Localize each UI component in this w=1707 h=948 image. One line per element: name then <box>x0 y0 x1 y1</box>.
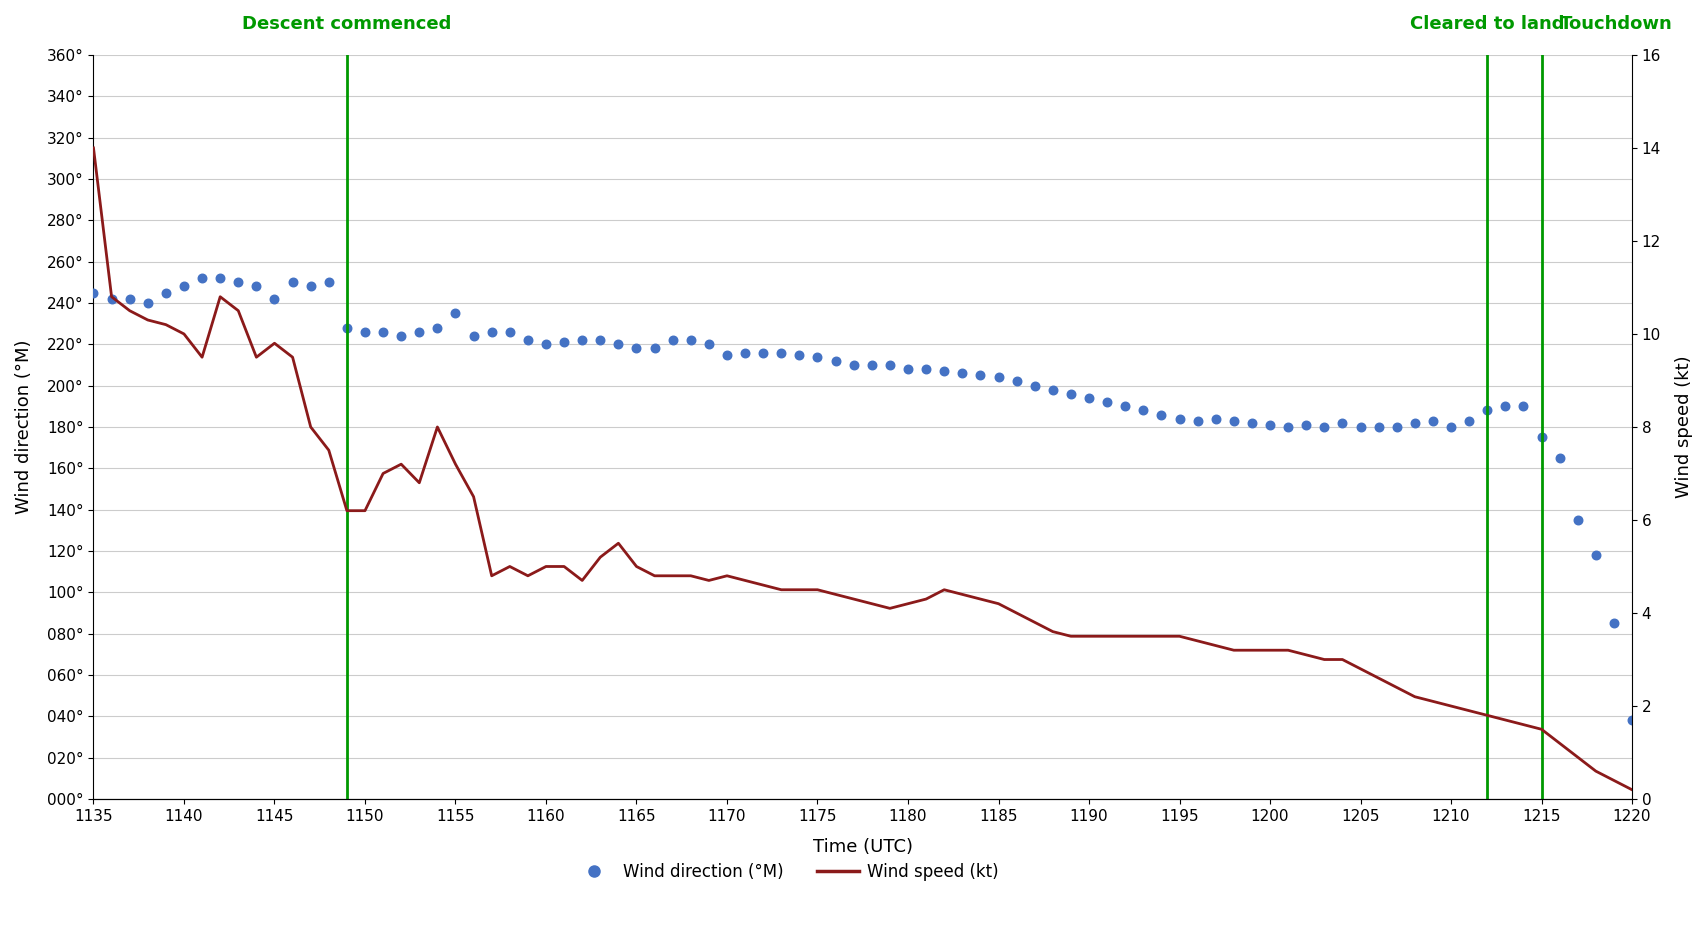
Y-axis label: Wind speed (kt): Wind speed (kt) <box>1675 356 1692 499</box>
Point <box>1528 429 1555 445</box>
Point <box>785 347 813 362</box>
Point <box>1364 419 1391 434</box>
Text: Touchdown: Touchdown <box>1558 14 1671 32</box>
Point <box>966 368 993 383</box>
Point <box>478 324 505 339</box>
Point <box>1183 413 1210 428</box>
Point <box>442 305 469 320</box>
Text: Descent commenced: Descent commenced <box>242 14 451 32</box>
Point <box>171 279 198 294</box>
Point <box>1038 382 1065 397</box>
Point <box>514 333 541 348</box>
Point <box>261 291 288 306</box>
Legend: Wind direction (°M), Wind speed (kt): Wind direction (°M), Wind speed (kt) <box>567 856 1005 887</box>
Point <box>1545 450 1572 465</box>
Point <box>947 366 975 381</box>
Point <box>804 349 831 364</box>
Point <box>930 364 958 379</box>
Point <box>714 347 741 362</box>
Point <box>1383 419 1410 434</box>
Point <box>459 328 486 343</box>
Point <box>1618 713 1646 728</box>
Point <box>1437 419 1465 434</box>
Point <box>80 285 108 301</box>
Point <box>568 333 596 348</box>
Point <box>676 333 703 348</box>
Point <box>225 275 253 290</box>
Point <box>278 275 306 290</box>
Point <box>1166 411 1193 427</box>
Point <box>1202 411 1229 427</box>
Point <box>1599 616 1627 631</box>
Point <box>352 324 379 339</box>
Point <box>731 345 758 360</box>
Point <box>1347 419 1374 434</box>
Point <box>1238 415 1265 430</box>
Point <box>116 291 143 306</box>
Point <box>604 337 632 352</box>
Point <box>623 341 650 356</box>
Point <box>97 291 125 306</box>
Point <box>550 335 577 350</box>
Point <box>1454 413 1482 428</box>
Point <box>1075 391 1103 406</box>
Point <box>423 320 451 336</box>
Point <box>894 361 922 376</box>
Point <box>695 337 722 352</box>
Point <box>857 357 884 373</box>
Point <box>1128 403 1156 418</box>
Point <box>876 357 903 373</box>
Point <box>1219 413 1246 428</box>
Point <box>1273 419 1301 434</box>
Point <box>152 285 179 301</box>
Point <box>766 345 794 360</box>
Point <box>135 296 162 311</box>
Point <box>1564 513 1591 528</box>
Point <box>586 333 613 348</box>
Point <box>533 337 560 352</box>
Point <box>316 275 343 290</box>
Point <box>495 324 522 339</box>
Point <box>1581 548 1608 563</box>
Point <box>387 328 415 343</box>
Point <box>912 361 939 376</box>
Y-axis label: Wind direction (°M): Wind direction (°M) <box>15 339 32 514</box>
Point <box>188 270 215 285</box>
Point <box>1509 399 1536 414</box>
Point <box>1092 394 1120 410</box>
Point <box>1328 415 1355 430</box>
Point <box>1400 415 1427 430</box>
Text: Cleared to land: Cleared to land <box>1410 14 1564 32</box>
Point <box>297 279 324 294</box>
Point <box>821 354 848 369</box>
Point <box>405 324 432 339</box>
Point <box>333 320 360 336</box>
Point <box>1309 419 1337 434</box>
Point <box>640 341 667 356</box>
Point <box>242 279 270 294</box>
Point <box>1473 403 1500 418</box>
Point <box>1256 417 1284 432</box>
Point <box>1021 378 1048 393</box>
Point <box>1292 417 1320 432</box>
Point <box>1147 407 1174 422</box>
Point <box>840 357 867 373</box>
Point <box>1419 413 1446 428</box>
Point <box>1002 374 1029 389</box>
Point <box>1490 399 1518 414</box>
Point <box>659 333 686 348</box>
Point <box>207 270 234 285</box>
X-axis label: Time (UTC): Time (UTC) <box>813 838 912 856</box>
Point <box>985 370 1012 385</box>
Point <box>369 324 396 339</box>
Point <box>749 345 777 360</box>
Point <box>1111 399 1139 414</box>
Point <box>1057 387 1084 402</box>
